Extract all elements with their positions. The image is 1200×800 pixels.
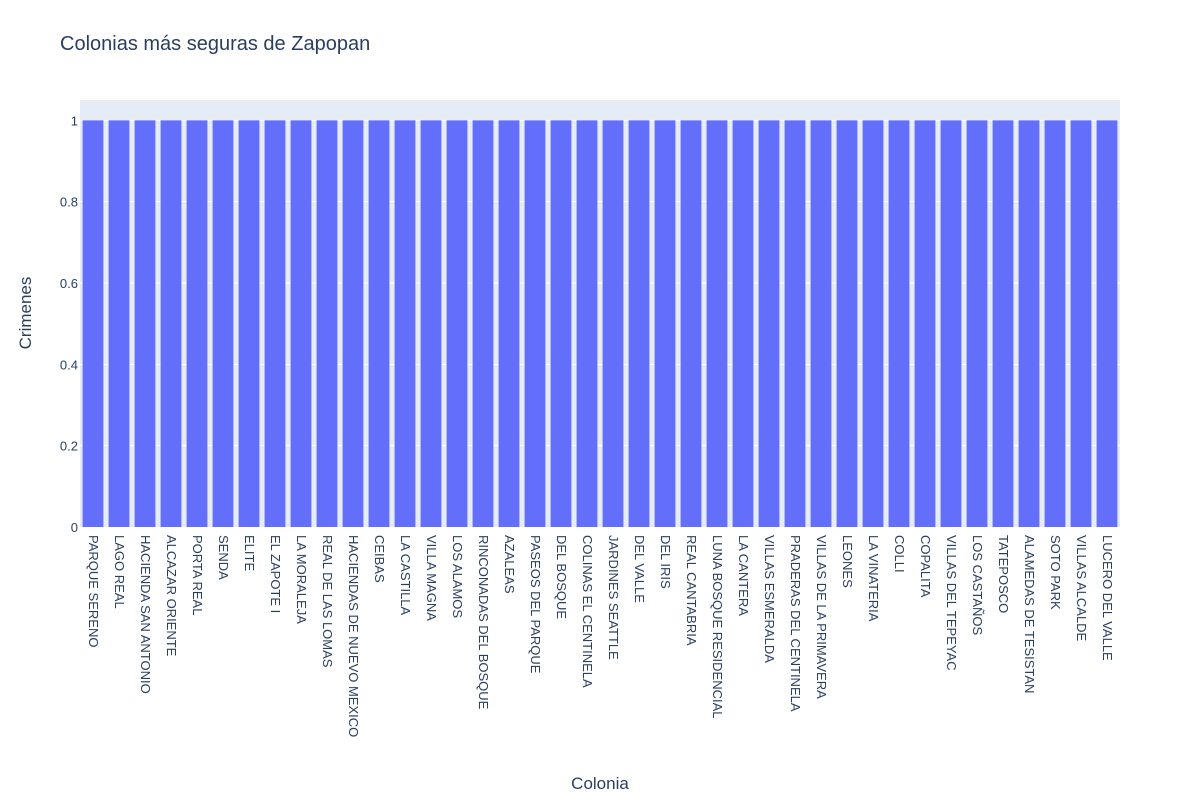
bar[interactable]: [446, 120, 468, 527]
x-tick-label: RINCONADAS DEL BOSQUE: [476, 535, 491, 710]
y-tick-label: 0.8: [60, 195, 78, 210]
bar[interactable]: [238, 120, 260, 527]
y-tick-label: 0.6: [60, 276, 78, 291]
bar[interactable]: [342, 120, 364, 527]
x-tick-label: AZALEAS: [502, 535, 517, 594]
bar[interactable]: [550, 120, 572, 527]
y-tick-label: 0.4: [60, 357, 78, 372]
y-axis-ticks: 0 0.2 0.4 0.6 0.8 1: [60, 113, 78, 535]
bar[interactable]: [420, 120, 442, 527]
bar[interactable]: [628, 120, 650, 527]
x-tick-label: HACIENDAS DE NUEVO MEXICO: [346, 535, 361, 737]
bar[interactable]: [576, 120, 598, 527]
x-tick-label: VILLAS DEL TEPEYAC: [944, 535, 959, 671]
bar[interactable]: [290, 120, 312, 527]
bar[interactable]: [758, 120, 780, 527]
x-axis-ticks: PARQUE SERENO LAGO REAL HACIENDA SAN ANTON…: [86, 535, 1115, 737]
x-tick-label: ALCAZAR ORIENTE: [164, 535, 179, 657]
x-tick-label: REAL DE LAS LOMAS: [320, 535, 335, 668]
bar[interactable]: [108, 120, 130, 527]
y-tick-label: 0.2: [60, 439, 78, 454]
bar[interactable]: [888, 120, 910, 527]
bar[interactable]: [394, 120, 416, 527]
bar[interactable]: [264, 120, 286, 527]
x-tick-label: HACIENDA SAN ANTONIO: [138, 535, 153, 694]
x-tick-label: DEL VALLE: [632, 535, 647, 603]
x-tick-label: LAGO REAL: [112, 535, 127, 609]
plot-area: [80, 100, 1120, 527]
x-tick-label: PARQUE SERENO: [86, 535, 101, 647]
x-tick-label: COLLI: [892, 535, 907, 573]
x-tick-label: VILLAS DE LA PRIMAVERA: [814, 535, 829, 699]
x-tick-label: COLINAS EL CENTINELA: [580, 535, 595, 688]
x-tick-label: PASEOS DEL PARQUE: [528, 535, 543, 674]
x-tick-label: LA MORALEJA: [294, 535, 309, 624]
bar[interactable]: [524, 120, 546, 527]
bar[interactable]: [316, 120, 338, 527]
bar[interactable]: [134, 120, 156, 527]
y-tick-label: 1: [71, 113, 78, 128]
x-tick-label: VILLAS ALCALDE: [1074, 535, 1089, 642]
x-tick-label: EL ZAPOTE I: [268, 535, 283, 613]
x-tick-label: SOTO PARK: [1048, 535, 1063, 610]
x-tick-label: LOS CASTAÑOS: [970, 535, 985, 636]
bar[interactable]: [680, 120, 702, 527]
bar[interactable]: [1018, 120, 1040, 527]
bar[interactable]: [862, 120, 884, 527]
x-tick-label: ALAMEDAS DE TESISTAN: [1022, 535, 1037, 693]
x-tick-label: LA CANTERA: [736, 535, 751, 616]
x-tick-label: ELITE: [242, 535, 257, 571]
x-tick-label: TATEPOSCO: [996, 535, 1011, 613]
bar[interactable]: [992, 120, 1014, 527]
x-tick-label: DEL BOSQUE: [554, 535, 569, 619]
x-tick-label: LUCERO DEL VALLE: [1100, 535, 1115, 661]
bar[interactable]: [160, 120, 182, 527]
bar[interactable]: [1096, 120, 1118, 527]
x-tick-label: VILLAS ESMERALDA: [762, 535, 777, 663]
x-tick-label: VILLA MAGNA: [424, 535, 439, 621]
x-tick-label: LA CASTILLA: [398, 535, 413, 616]
x-axis-title: Colonia: [571, 774, 629, 793]
x-tick-label: CEIBAS: [372, 535, 387, 583]
chart-title: Colonias más seguras de Zapopan: [60, 33, 370, 55]
bar[interactable]: [966, 120, 988, 527]
x-tick-label: LOS ALAMOS: [450, 535, 465, 618]
bar[interactable]: [654, 120, 676, 527]
bar[interactable]: [1070, 120, 1092, 527]
x-tick-label: LA VINATERIA: [866, 535, 881, 622]
bar[interactable]: [914, 120, 936, 527]
bar[interactable]: [784, 120, 806, 527]
y-tick-label: 0: [71, 520, 78, 535]
x-tick-label: JARDINES SEATTLE: [606, 535, 621, 660]
x-tick-label: COPALITA: [918, 535, 933, 598]
bar[interactable]: [498, 120, 520, 527]
bar[interactable]: [732, 120, 754, 527]
bar[interactable]: [472, 120, 494, 527]
x-tick-label: LEONES: [840, 535, 855, 588]
x-tick-label: SENDA: [216, 535, 231, 580]
bar[interactable]: [836, 120, 858, 527]
bars: [82, 120, 1118, 527]
bar[interactable]: [82, 120, 104, 527]
bar[interactable]: [212, 120, 234, 527]
bar[interactable]: [940, 120, 962, 527]
bar[interactable]: [1044, 120, 1066, 527]
y-axis-title: Crimenes: [16, 277, 35, 350]
bar[interactable]: [602, 120, 624, 527]
x-tick-label: DEL IRIS: [658, 535, 673, 589]
bar[interactable]: [810, 120, 832, 527]
x-tick-label: PRADERAS DEL CENTINELA: [788, 535, 803, 712]
x-tick-label: LUNA BOSQUE RESIDENCIAL: [710, 535, 725, 719]
x-tick-label: PORTA REAL: [190, 535, 205, 615]
bar[interactable]: [186, 120, 208, 527]
bar[interactable]: [368, 120, 390, 527]
x-tick-label: REAL CANTABRIA: [684, 535, 699, 646]
bar[interactable]: [706, 120, 728, 527]
